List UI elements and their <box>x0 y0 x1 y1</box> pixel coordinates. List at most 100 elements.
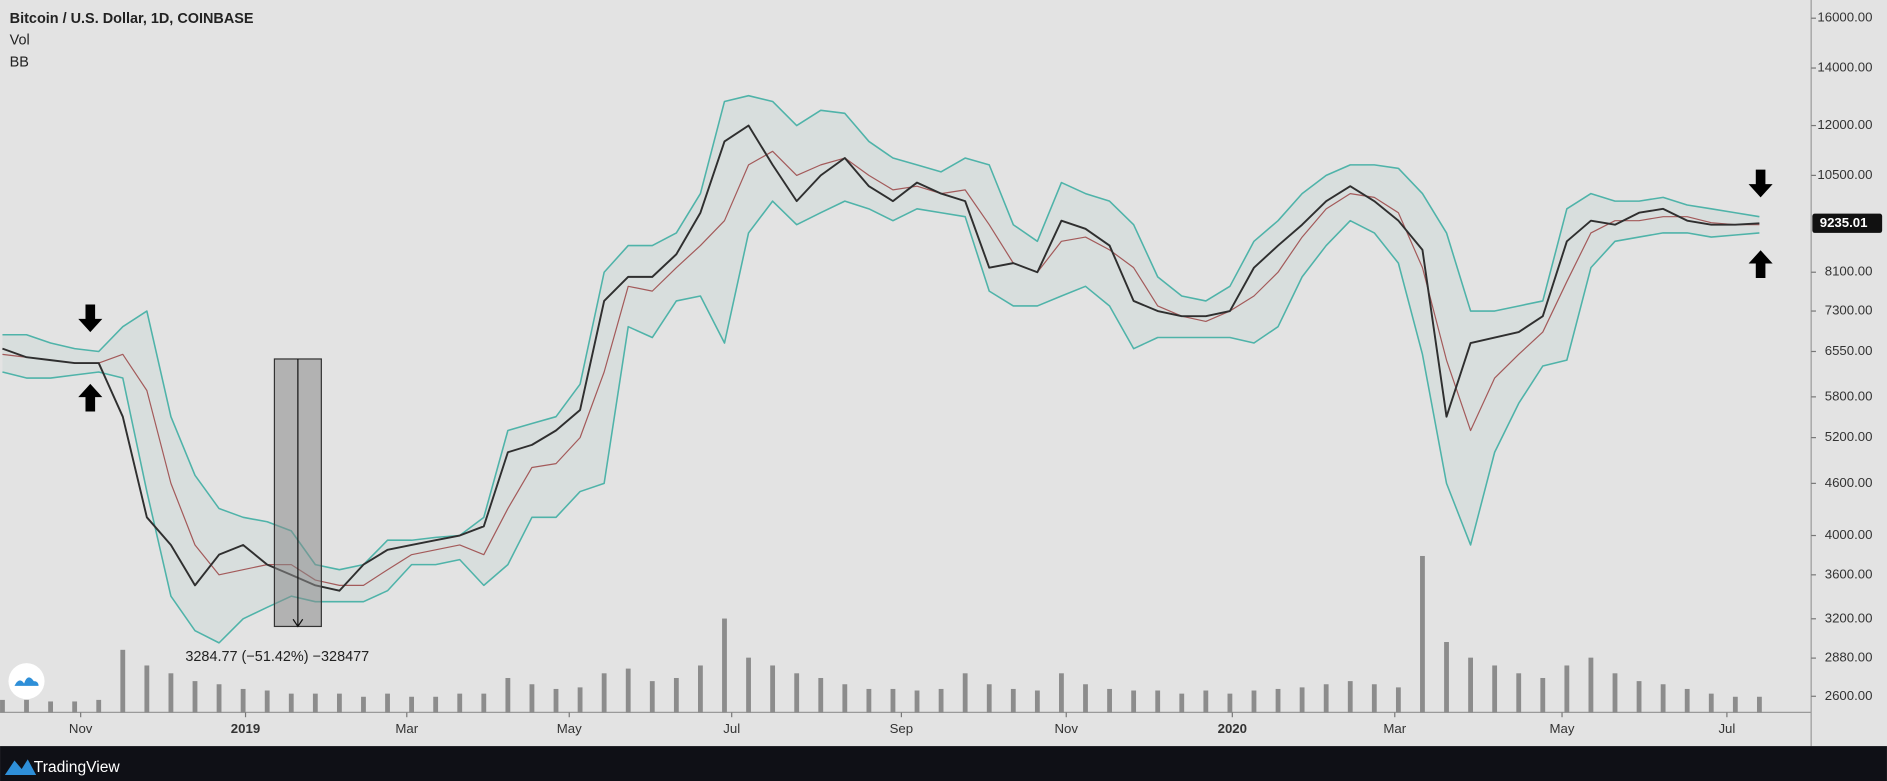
y-tick-label: 14000.00 <box>1817 60 1872 75</box>
volume-bar <box>264 690 270 713</box>
volume-bar <box>72 701 78 713</box>
x-tick-label: Mar <box>395 721 418 736</box>
volume-bar <box>144 665 150 713</box>
volume-bar <box>192 681 198 713</box>
measure-arrowhead <box>292 618 304 628</box>
footer-brand[interactable]: TradingView <box>34 759 121 776</box>
volume-bar <box>1588 657 1594 713</box>
y-tick-label: 2600.00 <box>1825 688 1873 703</box>
volume-bar <box>1010 688 1016 713</box>
volume-bar <box>1564 665 1570 713</box>
last-price-label: 9235.01 <box>1820 215 1868 230</box>
y-tick-label: 2880.00 <box>1825 650 1873 665</box>
y-tick-label: 8100.00 <box>1825 264 1873 279</box>
logo-cloud <box>14 677 39 686</box>
y-tick-label: 5200.00 <box>1825 429 1873 444</box>
footer-logo <box>4 759 37 775</box>
volume-bar <box>240 688 246 713</box>
volume-bar <box>722 618 727 713</box>
volume-bar <box>1660 684 1666 713</box>
volume-bar <box>1323 684 1329 713</box>
x-tick-label: Nov <box>69 721 93 736</box>
volume-bar <box>1155 690 1161 713</box>
volume-bar <box>529 684 535 713</box>
footer-bar <box>0 746 1887 781</box>
volume-bar <box>601 673 607 713</box>
volume-bar <box>1468 657 1473 713</box>
volume-bar <box>336 693 342 713</box>
volume-bar <box>818 677 824 713</box>
volume-bar <box>1251 690 1257 713</box>
volume-bar <box>1540 677 1546 713</box>
volume-bar <box>1347 681 1353 713</box>
volume-bar <box>1179 693 1185 713</box>
x-tick-label: 2019 <box>231 721 260 736</box>
volume-bar <box>625 668 631 713</box>
last-price-box <box>1812 213 1883 233</box>
y-tick-label: 3200.00 <box>1825 610 1873 625</box>
volume-bar <box>505 677 511 713</box>
volume-bar <box>842 684 848 713</box>
volume-bar <box>1395 687 1401 713</box>
y-tick-label: 4000.00 <box>1825 527 1873 542</box>
legend-bb: BB <box>10 54 29 70</box>
volume-bar <box>385 693 390 713</box>
x-tick-label: May <box>557 721 582 736</box>
volume-bar <box>168 673 174 713</box>
volume-bar <box>1444 642 1449 713</box>
volume-bar <box>409 696 415 713</box>
volume-bar <box>216 684 222 713</box>
y-tick-label: 5800.00 <box>1825 388 1873 403</box>
y-tick-label: 12000.00 <box>1817 117 1872 132</box>
volume-bar <box>1756 696 1762 713</box>
volume-bar <box>962 673 968 713</box>
y-tick-label: 4600.00 <box>1825 475 1873 490</box>
volume-bar <box>457 693 463 713</box>
arrow-up <box>78 383 103 412</box>
y-tick-label: 3600.00 <box>1825 566 1873 581</box>
bb-fill <box>2 95 1760 643</box>
arrows <box>78 169 1773 412</box>
volume-bar <box>1420 555 1425 713</box>
volume-bar <box>986 684 992 713</box>
x-tick-label: Jul <box>1718 721 1735 736</box>
plot-area: 3284.77 (−51.42%) −328477 <box>0 94 1762 713</box>
volume-bar <box>938 688 944 713</box>
x-tick-label: Jul <box>723 721 740 736</box>
volume-bar <box>914 690 920 713</box>
volume-bar <box>794 673 800 713</box>
volume-bar <box>433 696 439 713</box>
volume-bar <box>24 699 29 713</box>
x-tick-label: May <box>1550 721 1575 736</box>
volume-bar <box>1299 687 1305 713</box>
y-tick-label: 16000.00 <box>1817 10 1872 25</box>
volume-bar <box>96 699 102 713</box>
volume-bar <box>649 681 655 713</box>
volume-bar <box>1275 688 1281 713</box>
volume-bar <box>312 693 318 713</box>
volume-bar <box>1227 693 1233 713</box>
volume-bar <box>1083 684 1088 713</box>
volume-bar <box>1612 673 1618 713</box>
volume-bar <box>1203 690 1209 713</box>
arrow-down <box>1748 169 1773 198</box>
volume-bar <box>1131 690 1137 713</box>
volume-bar <box>1636 681 1642 713</box>
volume-bar <box>1708 693 1714 713</box>
arrow-down <box>78 304 103 333</box>
volume-bar <box>1059 673 1064 713</box>
volume-bar <box>1684 688 1690 713</box>
volume-bar <box>890 688 896 713</box>
volume-bar <box>1732 696 1738 713</box>
volume-bar <box>0 699 5 713</box>
y-tick-label: 7300.00 <box>1825 303 1873 318</box>
y-tick-label: 10500.00 <box>1817 167 1872 182</box>
volume-bar <box>746 657 751 713</box>
volume-bar <box>577 687 583 713</box>
volume-bar <box>1516 673 1522 713</box>
arrow-up <box>1748 250 1773 278</box>
legend-vol: Vol <box>10 33 30 49</box>
x-tick-label: 2020 <box>1218 721 1247 736</box>
volume-bar <box>288 693 294 713</box>
